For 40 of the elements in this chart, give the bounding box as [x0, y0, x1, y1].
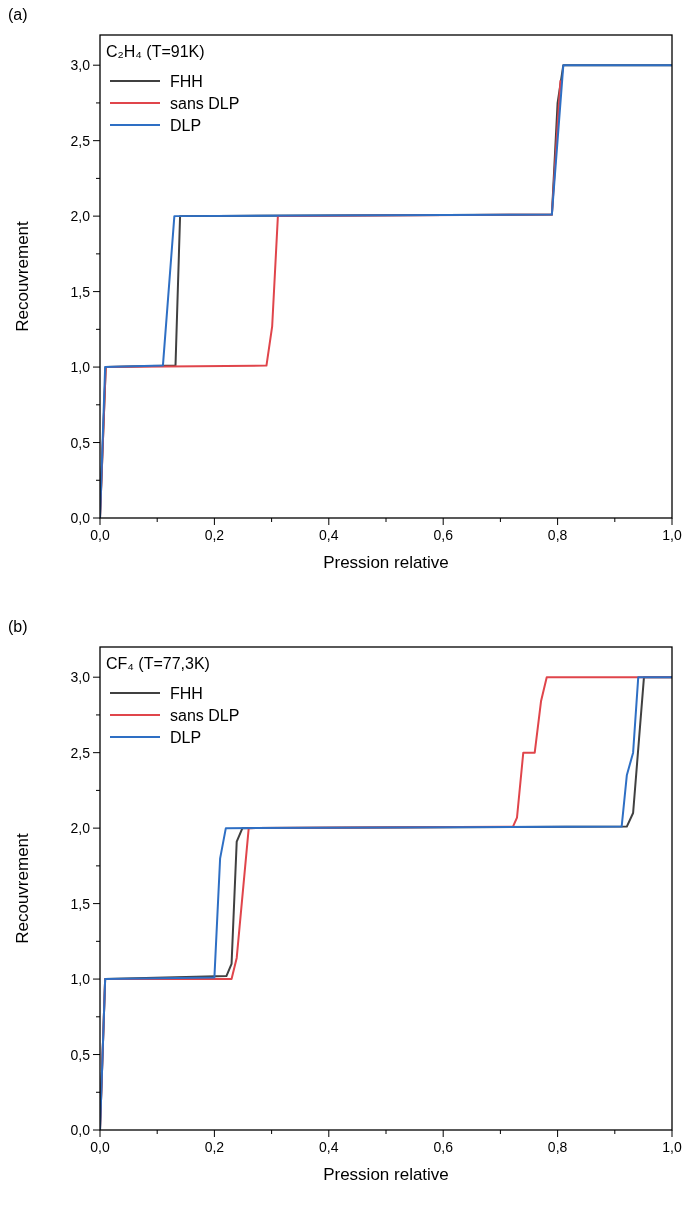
x-tick-label: 0,4: [319, 527, 339, 543]
legend-label: sans DLP: [170, 95, 240, 112]
y-tick-label: 2,5: [70, 744, 91, 761]
x-tick-label: 0,0: [90, 527, 110, 543]
x-tick-label: 0,2: [204, 527, 225, 543]
x-tick-label: 1,0: [662, 1139, 682, 1155]
x-tick-label: 0,4: [319, 1139, 339, 1155]
legend-title: C₂H₄ (T=91K): [106, 43, 205, 60]
y-tick-label: 0,0: [70, 1122, 91, 1138]
legend-label: sans DLP: [170, 707, 240, 724]
x-tick-label: 1,0: [662, 527, 682, 543]
y-tick-label: 1,0: [70, 359, 91, 376]
y-tick-label: 3,0: [70, 57, 91, 74]
y-axis-title: Recouvrement: [13, 220, 32, 332]
y-tick-label: 1,0: [70, 971, 91, 988]
legend-label: FHH: [170, 685, 203, 702]
y-tick-label: 0,5: [70, 434, 91, 451]
y-tick-label: 0,0: [70, 510, 91, 526]
y-tick-label: 0,5: [70, 1046, 91, 1063]
chart-title: (b): [8, 618, 28, 635]
x-tick-label: 0,6: [433, 1139, 454, 1155]
x-axis-title: Pression relative: [323, 1165, 449, 1184]
y-axis-title: Recouvrement: [13, 832, 32, 944]
x-tick-label: 0,2: [204, 1139, 225, 1155]
x-axis-title: Pression relative: [323, 553, 449, 572]
legend-label: FHH: [170, 73, 203, 90]
y-tick-label: 2,0: [70, 820, 91, 837]
y-tick-label: 1,5: [70, 895, 91, 912]
x-tick-label: 0,8: [547, 1139, 568, 1155]
chart-title: (a): [8, 6, 28, 23]
legend-title: CF₄ (T=77,3K): [106, 655, 210, 672]
legend-label: DLP: [170, 729, 202, 746]
y-tick-label: 2,5: [70, 132, 91, 149]
y-tick-label: 3,0: [70, 669, 91, 686]
x-tick-label: 0,0: [90, 1139, 110, 1155]
legend-label: DLP: [170, 117, 202, 134]
x-tick-label: 0,6: [433, 527, 454, 543]
x-tick-label: 0,8: [547, 527, 568, 543]
y-tick-label: 2,0: [70, 208, 91, 225]
y-tick-label: 1,5: [70, 283, 91, 300]
